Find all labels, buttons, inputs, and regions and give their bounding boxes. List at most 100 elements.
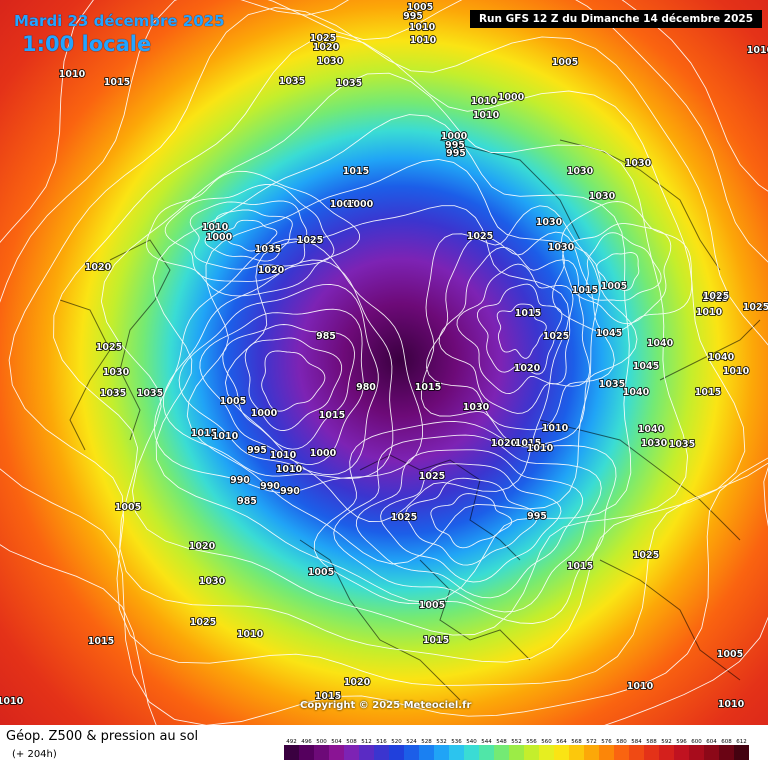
pressure-label: 1010 [473, 110, 500, 121]
scale-swatch [359, 745, 374, 760]
scale-tick: 580 [616, 739, 627, 745]
scale-swatch [599, 745, 614, 760]
isobar [476, 283, 563, 375]
scale-swatch [404, 745, 419, 760]
isobar [100, 72, 689, 636]
isobar [244, 337, 343, 431]
pressure-label: 995 [247, 445, 267, 456]
isobar [405, 477, 538, 566]
pressure-label: 1010 [276, 464, 303, 475]
pressure-label: 1035 [100, 388, 126, 399]
isobar [164, 184, 335, 282]
isobar [53, 35, 746, 663]
scale-swatch [539, 745, 554, 760]
isobar [585, 232, 662, 302]
scale-swatch [494, 745, 509, 760]
pressure-label: 995 [527, 511, 547, 522]
pressure-label: 1040 [647, 338, 674, 349]
scale-swatch [299, 745, 314, 760]
pressure-label: 1030 [641, 438, 668, 449]
scale-swatch [734, 745, 749, 760]
scale-swatch [644, 745, 659, 760]
isobar [438, 246, 591, 414]
pressure-label: 1015 [515, 308, 541, 319]
pressure-label: 1040 [623, 387, 650, 398]
pressure-label: 1030 [548, 242, 575, 253]
pressure-label: 1005 [717, 649, 743, 660]
pressure-label: 1015 [415, 382, 441, 393]
pressure-label: 1010 [542, 423, 569, 434]
pressure-label: 1040 [708, 352, 735, 363]
pressure-label: 1020 [313, 42, 340, 53]
pressure-label: 1025 [96, 342, 122, 353]
pressure-label: 990 [230, 475, 250, 486]
scale-tick: 584 [631, 739, 642, 745]
coastline [109, 239, 171, 441]
pressure-label: 1015 [702, 293, 728, 304]
isobar [186, 158, 601, 565]
scale-tick: 508 [346, 739, 357, 745]
pressure-label: 1015 [104, 77, 130, 88]
scale-swatch [614, 745, 629, 760]
pressure-label: 1010 [747, 45, 768, 56]
isobar [222, 219, 278, 252]
pressure-label: 1025 [703, 291, 729, 302]
run-info-banner: Run GFS 12 Z du Dimanche 14 décembre 202… [470, 10, 762, 28]
pressure-label: 1030 [589, 191, 616, 202]
pressure-label: 990 [280, 486, 300, 497]
isobar [189, 200, 308, 270]
pressure-label: 1020 [514, 363, 541, 374]
pressure-label: 1005 [308, 567, 334, 578]
scale-tick: 592 [661, 739, 672, 745]
pressure-label: 980 [356, 382, 376, 393]
pressure-label: 1020 [189, 541, 216, 552]
pressure-label: 1015 [343, 166, 369, 177]
scale-tick: 596 [676, 739, 687, 745]
pressure-label: 1030 [567, 166, 594, 177]
pressure-label: 1015 [191, 428, 217, 439]
pressure-label: 1035 [669, 439, 695, 450]
pressure-label: 1010 [627, 681, 654, 692]
pressure-label: 1030 [463, 402, 490, 413]
scale-swatch [284, 745, 299, 760]
scale-tick: 492 [286, 739, 297, 745]
isobar [313, 420, 617, 624]
pressure-label: 1025 [310, 33, 336, 44]
pressure-label: 1025 [190, 617, 216, 628]
scale-tick: 540 [466, 739, 477, 745]
pressure-label: 1025 [297, 235, 323, 246]
scale-tick: 528 [421, 739, 432, 745]
scale-tick: 572 [586, 739, 597, 745]
scale-tick: 520 [391, 739, 402, 745]
pressure-label: 1015 [88, 636, 114, 647]
isobar [146, 170, 361, 297]
scale-tick: 536 [451, 739, 462, 745]
scale-swatch [344, 745, 359, 760]
pressure-label: 1020 [344, 677, 371, 688]
pressure-label: 1020 [258, 265, 285, 276]
isobar [153, 238, 423, 493]
scale-tick: 532 [436, 739, 447, 745]
isobar [224, 205, 570, 522]
scale-tick: 604 [706, 739, 717, 745]
pressure-label: 1010 [723, 366, 750, 377]
forecast-offset: (+ 204h) [12, 749, 57, 760]
pressure-label: 1015 [319, 410, 345, 421]
scale-tick: 544 [481, 739, 492, 745]
scale-swatch [374, 745, 389, 760]
scale-tick: 516 [376, 739, 387, 745]
copyright-text: Copyright © 2025 Meteociel.fr [300, 700, 472, 711]
scale-swatch [389, 745, 404, 760]
pressure-label: 1035 [255, 244, 281, 255]
color-scale: 492 496 500 504 508 512 516 520 524 528 532 536 540 5… [284, 739, 749, 760]
isobar [430, 493, 513, 549]
scale-tick: 496 [301, 739, 312, 745]
pressure-label: 1010 [409, 22, 436, 33]
pressure-label: 1030 [625, 158, 652, 169]
scale-swatch [479, 745, 494, 760]
scale-tick: 568 [571, 739, 582, 745]
pressure-label: 1015 [315, 691, 341, 702]
scale-tick: 576 [601, 739, 612, 745]
